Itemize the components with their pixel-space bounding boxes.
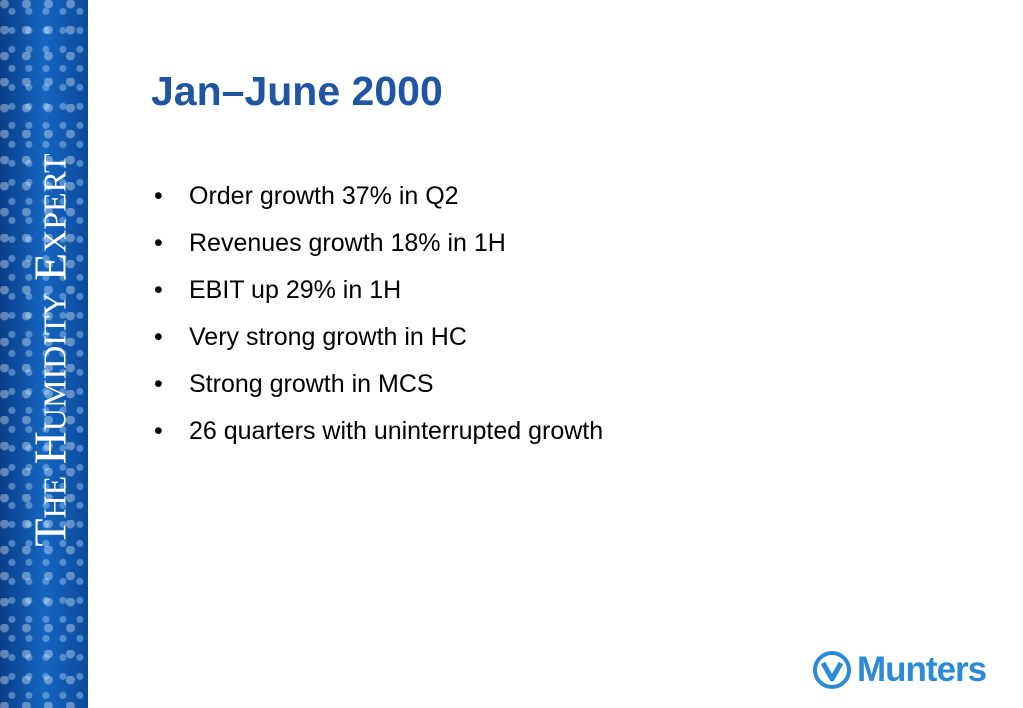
tagline: The Humidity Expert [24, 153, 76, 547]
sidebar: The Humidity Expert [0, 0, 88, 708]
bullet-list: Order growth 37% in Q2 Revenues growth 18… [150, 173, 603, 455]
logo-name: Munters [857, 650, 987, 689]
bullet-text: Very strong growth in HC [189, 323, 467, 351]
bullet-text: 26 quarters with uninterrupted growth [189, 417, 604, 445]
bullet-item: Very strong growth in HC [150, 314, 603, 361]
bullet-text: Revenues growth 18% in 1H [189, 229, 506, 257]
logo: Munters [813, 650, 987, 690]
bullet-item: Revenues growth 18% in 1H [150, 220, 603, 267]
bullet-text: Strong growth in MCS [189, 370, 434, 398]
bullet-item: 26 quarters with uninterrupted growth [150, 408, 603, 455]
logo-icon [813, 651, 851, 689]
slide-title: Jan–June 2000 [151, 68, 443, 114]
bullet-item: Strong growth in MCS [150, 361, 603, 408]
bullet-text: EBIT up 29% in 1H [189, 276, 402, 304]
bullet-item: EBIT up 29% in 1H [150, 267, 603, 314]
bullet-item: Order growth 37% in Q2 [150, 173, 603, 220]
bullet-text: Order growth 37% in Q2 [189, 182, 459, 210]
